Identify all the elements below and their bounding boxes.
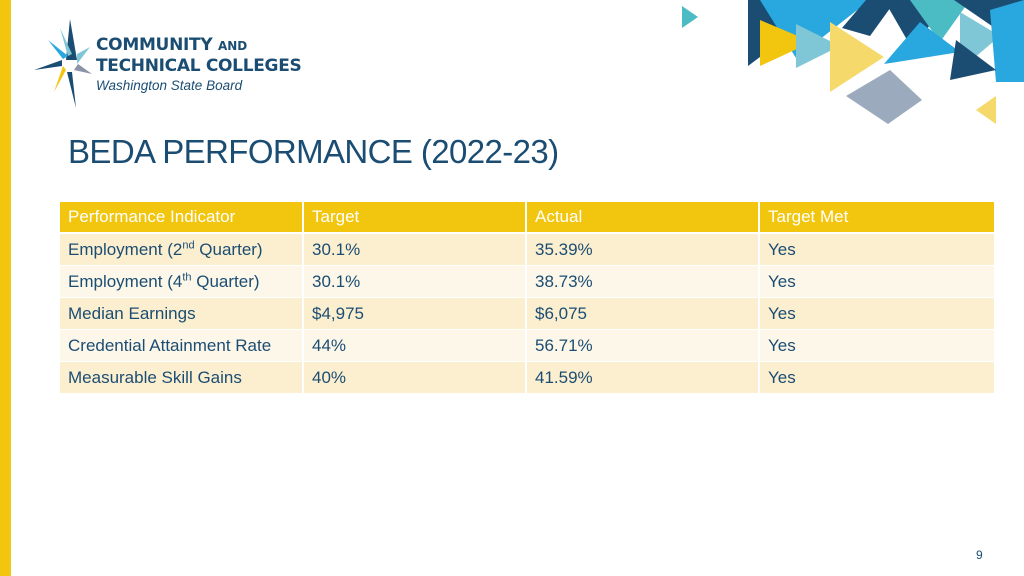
left-accent-bar: [0, 0, 11, 576]
target-met-cell: Yes: [760, 298, 994, 330]
indicator-cell: Median Earnings: [60, 298, 304, 330]
table-row: Employment (4th Quarter) 30.1% 38.73% Ye…: [60, 266, 994, 298]
logo-line-technical: TECHNICAL COLLEGES: [96, 56, 302, 76]
header-target-met: Target Met: [760, 202, 994, 234]
indicator-text-end: Quarter): [194, 239, 263, 259]
header-target: Target: [304, 202, 527, 234]
ordinal-suffix: nd: [182, 238, 195, 251]
target-met-cell: Yes: [760, 266, 994, 298]
indicator-text: Employment (4: [68, 271, 183, 291]
indicator-cell: Credential Attainment Rate: [60, 330, 304, 362]
logo-and-text: AND: [217, 39, 248, 53]
table-row: Credential Attainment Rate 44% 56.71% Ye…: [60, 330, 994, 362]
table-row: Median Earnings $4,975 $6,075 Yes: [60, 298, 994, 330]
header-actual: Actual: [527, 202, 760, 234]
actual-cell: $6,075: [527, 298, 760, 330]
table-header-row: Performance Indicator Target Actual Targ…: [60, 202, 994, 234]
target-met-cell: Yes: [760, 362, 994, 394]
target-cell: 30.1%: [304, 234, 527, 266]
target-met-cell: Yes: [760, 234, 994, 266]
logo-line-community: COMMUNITY AND: [96, 36, 301, 56]
performance-table: Performance Indicator Target Actual Targ…: [60, 202, 994, 394]
target-cell: 30.1%: [304, 266, 527, 298]
logo-wordmark: COMMUNITY AND TECHNICAL COLLEGES Washing…: [96, 36, 302, 95]
sbctc-logo: COMMUNITY AND TECHNICAL COLLEGES Washing…: [30, 14, 330, 110]
ordinal-suffix: th: [182, 270, 192, 283]
table-row: Employment (2nd Quarter) 30.1% 35.39% Ye…: [60, 234, 994, 266]
indicator-text-end: Quarter): [191, 271, 260, 291]
decorative-triangles: [682, 0, 1024, 124]
page-title: BEDA PERFORMANCE (2022-23): [68, 133, 559, 170]
logo-line-board: Washington State Board: [96, 78, 243, 93]
indicator-cell: Measurable Skill Gains: [60, 362, 304, 394]
target-cell: 44%: [304, 330, 527, 362]
actual-cell: 35.39%: [527, 234, 760, 266]
target-cell: $4,975: [304, 298, 527, 330]
target-cell: 40%: [304, 362, 527, 394]
indicator-cell: Employment (2nd Quarter): [60, 234, 304, 266]
indicator-cell: Employment (4th Quarter): [60, 266, 304, 298]
logo-community-text: COMMUNITY: [96, 35, 213, 55]
header-performance-indicator: Performance Indicator: [60, 202, 304, 234]
actual-cell: 56.71%: [527, 330, 760, 362]
indicator-text: Employment (2: [68, 239, 183, 259]
table-row: Measurable Skill Gains 40% 41.59% Yes: [60, 362, 994, 394]
target-met-cell: Yes: [760, 330, 994, 362]
starburst-logo-icon: [34, 19, 92, 108]
actual-cell: 38.73%: [527, 266, 760, 298]
actual-cell: 41.59%: [527, 362, 760, 394]
page-number: 9: [976, 548, 983, 562]
